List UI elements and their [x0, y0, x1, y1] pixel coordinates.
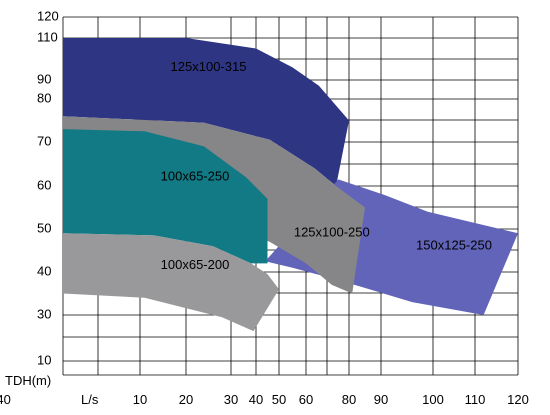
x-tick-label: 60: [299, 392, 313, 407]
x-axis-ticks: 10 20 30 40 50 60 80 90 100 110 120 140: [0, 392, 529, 407]
y-tick-label: 10: [37, 352, 51, 367]
y-tick-label: 60: [37, 177, 51, 192]
y-tick-label: 40: [37, 263, 51, 278]
x-tick-label: 140: [0, 392, 11, 407]
x-tick-label: 30: [224, 392, 238, 407]
x-tick-label: 40: [249, 392, 263, 407]
y-tick-label: 120: [37, 8, 59, 23]
y-tick-label: 90: [37, 71, 51, 86]
region-label: 100x65-250: [161, 169, 230, 184]
x-tick-label: 10: [133, 392, 147, 407]
region-label: 125x100-315: [171, 59, 247, 74]
y-axis-title: TDH(m): [5, 373, 51, 388]
y-tick-label: 70: [37, 133, 51, 148]
pump-region-125x100-315: [63, 38, 349, 186]
x-tick-label: 100: [422, 392, 444, 407]
y-tick-label: 110: [37, 29, 58, 44]
y-tick-label: 50: [37, 220, 51, 235]
region-label: 125x100-250: [294, 225, 370, 240]
x-tick-label: 120: [507, 392, 529, 407]
y-tick-label: 30: [37, 306, 51, 321]
pump-region-100x65-200: [63, 233, 279, 332]
x-tick-label: 90: [374, 392, 388, 407]
y-tick-label: 80: [37, 90, 51, 105]
x-tick-label: 80: [342, 392, 356, 407]
y-axis-ticks: 10 30 40 50 60 70 80 90 110 120: [37, 8, 59, 367]
pump-region-100x65-250: [63, 129, 268, 264]
region-label: 150x125-250: [416, 238, 492, 253]
x-tick-label: 50: [272, 392, 286, 407]
x-axis-title: L/s: [81, 392, 99, 407]
pump-regions: [63, 38, 518, 332]
x-tick-label: 20: [179, 392, 193, 407]
x-tick-label: 110: [465, 392, 486, 407]
pump-region-labels: 125x100-315 100x65-250 125x100-250 150x125-…: [161, 59, 492, 272]
region-label: 100x65-200: [161, 257, 230, 272]
